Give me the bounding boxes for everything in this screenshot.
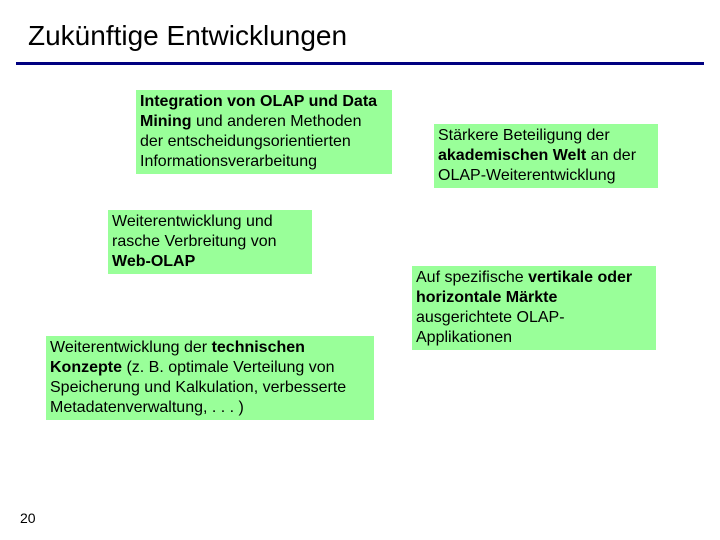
slide: Zukünftige Entwicklungen Integration von… bbox=[0, 0, 720, 540]
box-technische-konzepte: Weiterentwicklung der technischen Konzep… bbox=[46, 336, 374, 420]
page-number: 20 bbox=[20, 510, 36, 526]
text-segment: Weiterentwicklung und rasche Verbreitung… bbox=[112, 213, 277, 250]
text-segment: Stärkere Beteiligung der bbox=[438, 127, 610, 144]
box-akademische-welt: Stärkere Beteiligung der akademischen We… bbox=[434, 124, 658, 188]
title-underline bbox=[16, 62, 704, 65]
box-web-olap: Weiterentwicklung und rasche Verbreitung… bbox=[108, 210, 312, 274]
text-segment: ausgerichtete OLAP-Applikationen bbox=[416, 309, 565, 346]
text-segment: Weiterentwicklung der bbox=[50, 339, 212, 356]
text-segment: Auf spezifische bbox=[416, 269, 528, 286]
text-segment: akademischen Welt bbox=[438, 147, 586, 164]
box-vertikale-maerkte: Auf spezifische vertikale oder horizonta… bbox=[412, 266, 656, 350]
box-olap-integration: Integration von OLAP und Data Mining und… bbox=[136, 90, 392, 174]
text-segment: Web-OLAP bbox=[112, 253, 195, 270]
slide-title: Zukünftige Entwicklungen bbox=[28, 20, 347, 52]
